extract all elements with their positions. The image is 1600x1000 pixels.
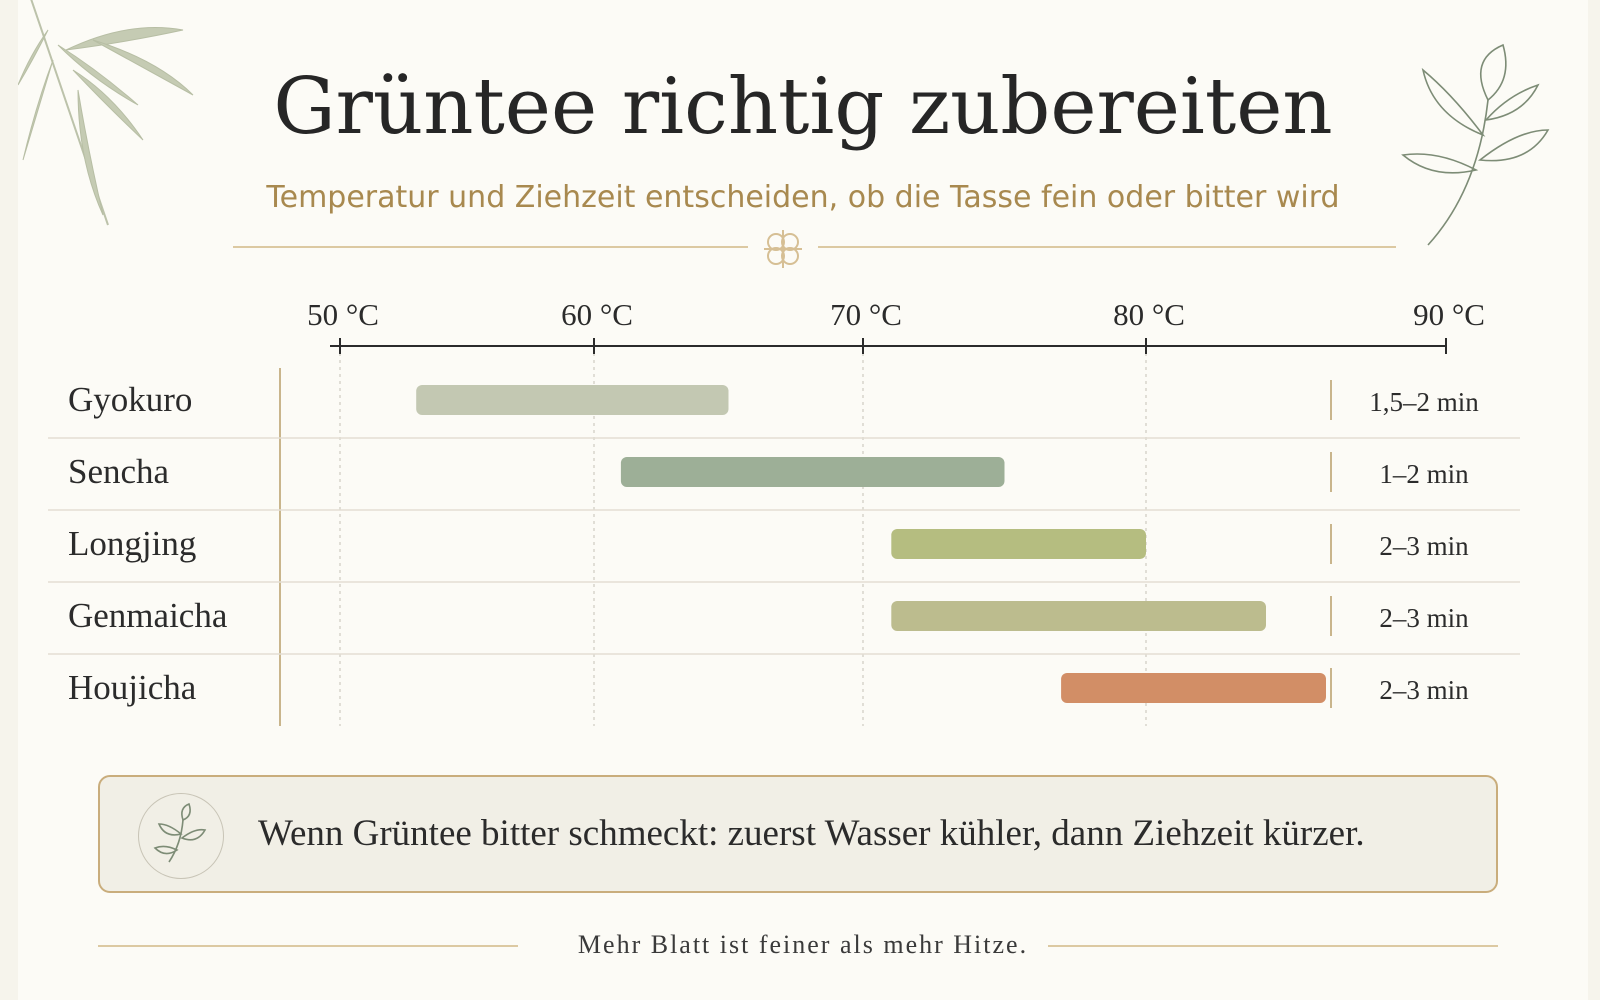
temperature-range-bar (620, 457, 1005, 487)
x-tick-label: 70 °C (830, 297, 902, 332)
footer-text: Mehr Blatt ist feiner als mehr Hitze. (577, 930, 1029, 959)
tea-name-label: Gyokuro (68, 380, 192, 419)
page-title: Grüntee richtig zubereiten (273, 62, 1333, 152)
temperature-range-bar (891, 601, 1266, 631)
tip-box: Wenn Grüntee bitter schmeckt: zuerst Was… (98, 775, 1498, 893)
temperature-chart: 50 °C 60 °C 70 °C 80 °C 90 °C Gyokuro 1,5–2 mi… (48, 297, 1520, 726)
infographic-page: Grüntee richtig zubereiten Temperatur un… (18, 0, 1588, 1000)
tea-name-label: Longjing (68, 524, 196, 563)
steep-time-label: 1–2 min (1379, 459, 1469, 489)
tea-name-label: Houjicha (68, 668, 197, 707)
steep-time-label: 2–3 min (1379, 603, 1469, 633)
tea-name-label: Genmaicha (68, 596, 228, 635)
bamboo-leaves-icon (18, 0, 194, 226)
x-tick-label: 50 °C (307, 297, 379, 332)
steep-time-label: 2–3 min (1379, 531, 1469, 561)
header-divider-right (818, 246, 1396, 248)
x-tick-label: 90 °C (1413, 297, 1485, 332)
tea-leaf-icon (138, 793, 224, 879)
temperature-range-bar (1061, 673, 1326, 703)
footer-divider-right (1048, 945, 1498, 947)
x-tick-label: 80 °C (1113, 297, 1185, 332)
ornament-knot-icon (764, 230, 802, 268)
tip-text: Wenn Grüntee bitter schmeckt: zuerst Was… (258, 813, 1365, 854)
footer-divider-left (98, 945, 518, 947)
steep-time-label: 2–3 min (1379, 675, 1469, 705)
tea-name-label: Sencha (68, 452, 170, 491)
header-divider-left (233, 246, 748, 248)
x-tick-label: 60 °C (561, 297, 633, 332)
temperature-range-bar (416, 385, 729, 415)
steep-time-label: 1,5–2 min (1369, 387, 1479, 417)
page-subtitle: Temperatur und Ziehzeit entscheiden, ob … (266, 180, 1340, 215)
temperature-range-bar (891, 529, 1146, 559)
tea-branch-icon (1401, 43, 1550, 246)
